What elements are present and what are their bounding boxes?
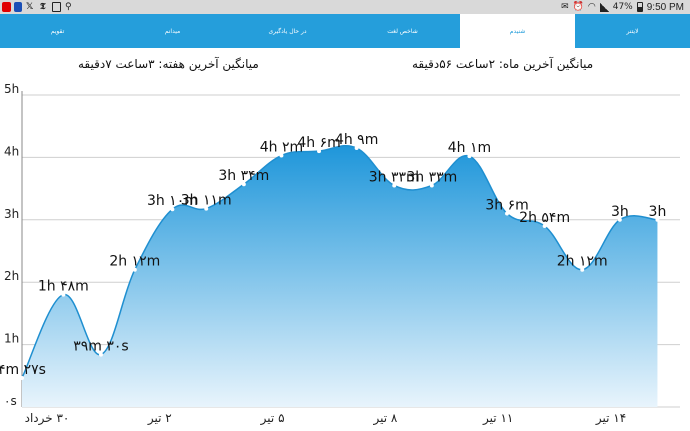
tab-heard[interactable]: شنیدم: [460, 14, 575, 48]
y-tick-label: 5h: [4, 82, 19, 96]
tab-calendar[interactable]: تقویم: [0, 14, 115, 48]
y-tick-label: 4h: [4, 144, 19, 158]
data-label: 2h ۱۲m: [109, 254, 160, 270]
data-point: [580, 267, 585, 272]
status-bar: 𝕏 𝕿 ⚲ ✉ ⏰ ◠ 47% 9:50 PM: [0, 0, 690, 14]
data-point: [20, 375, 24, 380]
listening-time-chart: ۴m ۲۷s 1h ۴۸m ۳۹m ۳۰s 2h ۱۲m 3h ۱۰m 3h ۱۱m 3h …: [0, 80, 690, 431]
data-label: 1h ۴۸m: [38, 279, 89, 295]
tab-known[interactable]: میدانم: [115, 14, 230, 48]
tab-label: لایتنر: [626, 27, 639, 35]
x-tick-label: ۸ تیر: [372, 411, 397, 426]
signal-icon: [599, 2, 609, 12]
x-tick-label: ۳۰ خرداد: [25, 411, 70, 426]
x-tick-label: ۵ تیر: [260, 411, 285, 426]
data-label: 4h ۱m: [448, 140, 491, 156]
data-label: ۴m ۲۷s: [0, 362, 46, 378]
y-tick-label: ۰s: [4, 394, 17, 408]
tab-leitner[interactable]: لایتنر: [575, 14, 690, 48]
tab-label: شنیدم: [509, 27, 526, 35]
data-label: 3h ۱۰m: [147, 193, 198, 209]
data-label: 3h ۶m: [485, 198, 528, 214]
battery-icon: [636, 2, 643, 12]
data-label: 2h ۱۲m: [557, 254, 608, 270]
data-point: [204, 206, 209, 211]
data-label: 3h ۳۳m: [406, 169, 457, 185]
tab-learning[interactable]: در حال یادگیری: [230, 14, 345, 48]
notification-icon: ✉: [561, 2, 569, 12]
twitter-icon: 𝕏: [26, 2, 34, 12]
data-point: [98, 352, 103, 357]
data-label: 4h ۲m: [260, 140, 303, 156]
data-label: 2h ۵۴m: [519, 210, 570, 226]
y-tick-label: 3h: [4, 207, 19, 221]
data-label: 3h ۱۱m: [181, 193, 232, 209]
data-label: 3h ۳۴m: [218, 168, 269, 184]
data-label: ۳۹m ۳۰s: [73, 339, 128, 355]
data-label: 4h ۶m: [297, 135, 340, 151]
average-last-month: میانگین آخرین ماه: ۲ساعت ۵۶دقیقه: [412, 57, 594, 71]
data-point: [317, 149, 322, 154]
nyt-icon: 𝕿: [40, 2, 46, 12]
x-tick-label: ۲ تیر: [147, 411, 172, 426]
data-point: [617, 217, 622, 222]
wifi-icon: ◠: [587, 2, 596, 12]
tab-label: در حال یادگیری: [268, 27, 307, 35]
data-point: [467, 154, 472, 159]
tab-label: تقویم: [50, 27, 65, 35]
x-tick-label: ۱۱ تیر: [482, 411, 513, 426]
data-point: [279, 153, 284, 158]
data-point: [505, 211, 510, 216]
data-label: 3h: [649, 204, 667, 220]
usb-icon: ⚲: [65, 2, 72, 12]
alarm-icon: ⏰: [572, 2, 584, 12]
clock: 9:50 PM: [646, 1, 684, 13]
data-label: 3h ۳۳m: [369, 169, 420, 185]
data-label: 4h ۹m: [335, 132, 378, 148]
data-point: [392, 183, 397, 188]
x-tick-label: ۱۴ تیر: [595, 411, 626, 426]
data-point: [429, 183, 434, 188]
y-tick-label: 1h: [4, 332, 19, 346]
image-icon: [52, 2, 61, 12]
battery-percent: 47%: [612, 2, 633, 12]
data-point: [241, 182, 246, 187]
area-fill: [22, 145, 658, 407]
youtube-icon: [2, 2, 11, 12]
data-point: [655, 217, 660, 222]
data-point: [132, 267, 137, 272]
status-right: ✉ ⏰ ◠ 47% 9:50 PM: [561, 1, 684, 13]
tab-label: شاخص لغت: [387, 27, 418, 35]
y-tick-label: 2h: [4, 269, 19, 283]
data-point: [354, 146, 359, 151]
tab-bar: لایتنر شنیدم شاخص لغت در حال یادگیری مید…: [0, 14, 690, 48]
tab-label: میدانم: [164, 27, 181, 35]
data-label: 3h: [611, 204, 629, 220]
shield-icon: [14, 2, 22, 12]
tab-word-index[interactable]: شاخص لغت: [345, 14, 460, 48]
series-line: [21, 144, 658, 379]
data-point: [61, 292, 66, 297]
data-point: [170, 207, 175, 212]
average-last-week: میانگین آخرین هفته: ۳ساعت ۷دقیقه: [78, 57, 259, 71]
data-point: [542, 224, 547, 229]
